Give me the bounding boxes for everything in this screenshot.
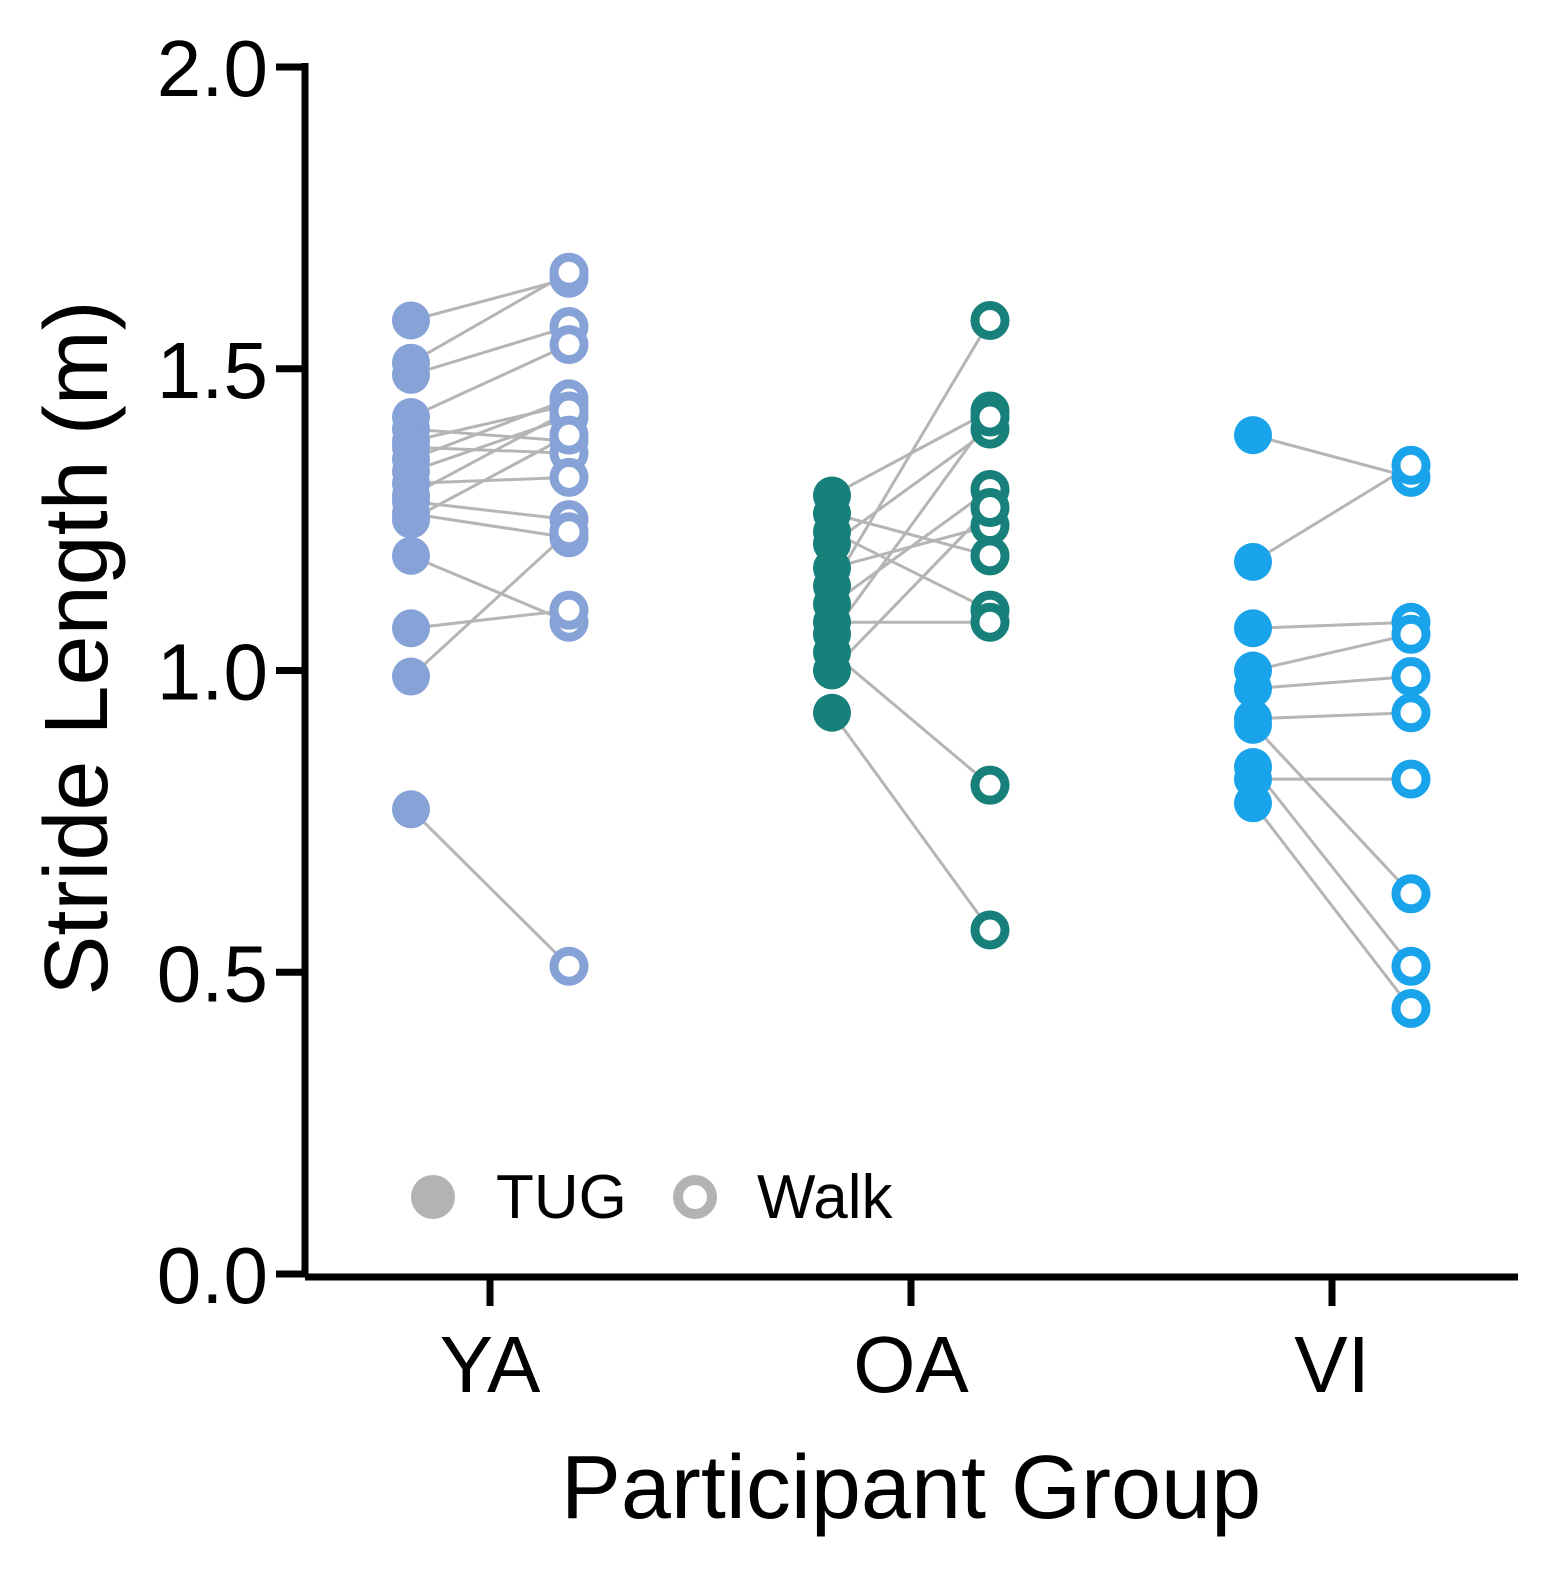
pair-line [1252,632,1412,672]
tug-point [392,536,430,575]
x-ticks-layer: YA OA VI [440,1277,1370,1409]
pair-line [830,416,992,636]
pair-line [410,270,570,365]
walk-point [1391,874,1431,914]
walk-point [549,415,589,455]
pair-line [410,512,570,540]
pair-line [410,433,570,521]
pair-line [1252,433,1412,479]
pair-line [1251,723,1413,895]
legend-tug-label: TUG [496,1163,627,1232]
y-axis-title: Stride Length (m) [27,300,127,995]
pair-line [1252,464,1412,564]
y-tick-label: 1.0 [157,628,268,717]
pair-line [410,554,570,624]
pair-line [410,343,570,419]
pair-line [410,325,570,377]
pair-line [409,530,571,678]
walk-point [549,946,589,986]
pair-line [1252,675,1412,691]
y-tick-label: 2.0 [157,24,268,113]
pair-line [831,427,991,545]
walk-point [970,765,1010,805]
pair-line [410,397,570,461]
y-tick-label: 0.0 [157,1231,268,1320]
y-ticks-layer: 0.0 0.5 1.0 1.5 2.0 [157,24,305,1320]
pair-line [830,506,992,672]
pair-line [831,651,991,787]
tug-point [1234,609,1272,648]
walk-point [970,300,1010,340]
x-tick-label: VI [1294,1320,1370,1409]
tug-point [392,500,430,539]
y-tick-label: 1.5 [157,326,268,415]
tug-point [392,609,430,648]
pair-line [830,711,992,931]
walk-point [970,397,1010,437]
points-layer [392,252,1431,1028]
walk-point [1391,657,1431,697]
pair-line [410,403,570,443]
x-tick-label: YA [440,1320,541,1409]
walk-point [1391,759,1431,799]
walk-point [549,457,589,497]
pair-line [1252,711,1412,721]
tug-point [1234,784,1272,823]
tug-point [392,657,430,696]
legend-walk-label: Walk [757,1163,893,1232]
x-axis-title: Participant Group [561,1438,1261,1538]
walk-point [1391,693,1431,733]
walk-point [970,910,1010,950]
walk-point [549,252,589,292]
tug-point [392,355,430,394]
y-tick-label: 0.5 [157,929,268,1018]
pair-line [831,512,991,558]
pair-line [410,409,570,497]
walk-point [1391,946,1431,986]
legend-walk-marker [673,1175,717,1219]
tug-point [392,790,430,829]
walk-point [549,325,589,365]
tug-point [813,651,851,690]
walk-point [970,602,1010,642]
walk-point [549,512,589,552]
pair-line [831,530,991,612]
tug-point [392,301,430,340]
walk-point [970,536,1010,576]
pair-line [410,427,570,443]
tug-point [1234,542,1272,581]
pair-line [1251,766,1413,968]
axes-layer [301,63,1518,1281]
tug-point [1234,416,1272,455]
pair-line [1251,802,1413,1010]
pair-line [410,276,570,322]
pair-line [830,319,992,587]
walk-point [1391,988,1431,1028]
walk-point [549,590,589,630]
tug-point [813,693,851,732]
pair-lines-layer [409,270,1413,1010]
pair-line [410,608,570,630]
legend: TUG Walk [411,1163,893,1232]
tug-point [1234,705,1272,744]
pair-line [831,488,991,606]
walk-point [1391,445,1431,485]
pair-line [1252,620,1412,630]
walk-point [1391,614,1431,654]
tug-point [1234,669,1272,708]
x-tick-label: OA [853,1320,969,1409]
legend-tug-marker [411,1175,455,1219]
walk-point [970,488,1010,528]
pair-line [409,808,571,968]
